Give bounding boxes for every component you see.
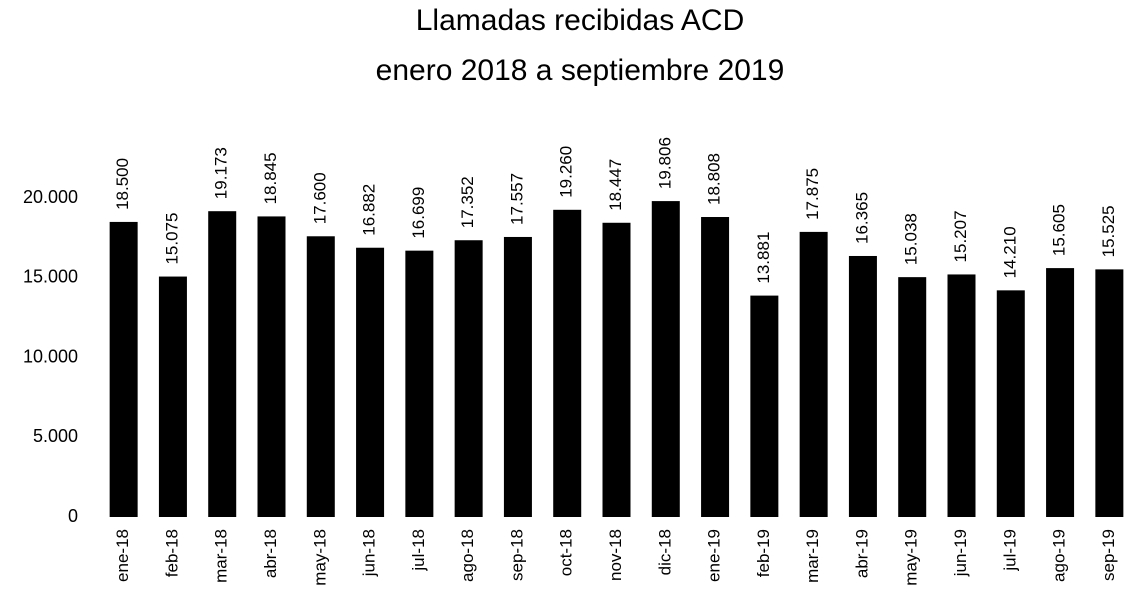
- bar: [701, 217, 730, 518]
- value-label: 15.605: [1050, 204, 1069, 256]
- value-label: 15.207: [951, 210, 970, 262]
- value-label: 17.875: [803, 168, 822, 220]
- bar: [158, 276, 187, 517]
- value-label: 14.210: [1000, 226, 1019, 278]
- value-label: 15.075: [162, 213, 181, 265]
- bar: [651, 201, 680, 517]
- x-tick-label: ene-18: [113, 529, 132, 582]
- value-label: 17.557: [507, 173, 526, 225]
- chart-title: Llamadas recibidas ACD: [416, 4, 745, 37]
- bar: [356, 247, 385, 517]
- x-tick-label: mar-19: [803, 529, 822, 583]
- x-tick-label: feb-19: [754, 529, 773, 577]
- bar: [898, 277, 927, 517]
- bar: [750, 295, 779, 517]
- x-tick-label: jun-18: [360, 529, 379, 577]
- x-tick-label: nov-18: [606, 529, 625, 581]
- x-tick-label: dic-18: [655, 529, 674, 575]
- bar: [799, 231, 828, 518]
- value-label: 17.352: [458, 176, 477, 228]
- x-tick-label: may-18: [310, 529, 329, 586]
- bar: [848, 255, 877, 517]
- value-label: 16.882: [360, 184, 379, 236]
- x-tick-label: mar-18: [212, 529, 231, 583]
- bar: [947, 274, 976, 517]
- value-label: 18.447: [606, 159, 625, 211]
- value-label: 19.260: [557, 146, 576, 198]
- bar: [553, 209, 582, 518]
- value-label: 16.365: [852, 192, 871, 244]
- x-tick-label: jul-18: [409, 529, 428, 572]
- bar: [454, 240, 483, 517]
- value-label: 19.806: [655, 137, 674, 189]
- value-label: 17.600: [310, 172, 329, 224]
- bar: [109, 221, 138, 518]
- bar: [996, 290, 1025, 517]
- y-tick-label: 0: [68, 506, 78, 526]
- value-label: 19.173: [212, 147, 231, 199]
- x-tick-label: oct-18: [557, 529, 576, 576]
- bar: [208, 211, 237, 517]
- value-label: 18.500: [113, 158, 132, 210]
- bar: [1046, 268, 1075, 517]
- x-tick-label: sep-18: [507, 529, 526, 581]
- chart-subtitle: enero 2018 a septiembre 2019: [376, 54, 785, 87]
- bar: [306, 236, 335, 517]
- bar: [503, 236, 532, 517]
- value-label: 13.881: [754, 232, 773, 284]
- y-tick-label: 5.000: [33, 426, 78, 446]
- x-tick-label: ene-19: [705, 529, 724, 582]
- value-label: 18.845: [261, 152, 280, 204]
- bar: [257, 216, 286, 518]
- value-label: 15.525: [1099, 205, 1118, 257]
- bar: [602, 222, 631, 517]
- x-tick-label: feb-18: [162, 529, 181, 577]
- bar: [1095, 269, 1124, 517]
- x-tick-label: jul-19: [1000, 529, 1019, 572]
- y-tick-label: 10.000: [23, 346, 78, 366]
- y-tick-label: 20.000: [23, 187, 78, 207]
- x-tick-label: abr-18: [261, 529, 280, 578]
- bar: [405, 250, 434, 518]
- x-tick-label: jun-19: [951, 529, 970, 577]
- y-tick-label: 15.000: [23, 267, 78, 287]
- x-tick-label: sep-19: [1099, 529, 1118, 581]
- value-label: 15.038: [902, 213, 921, 265]
- x-tick-label: ago-18: [458, 529, 477, 582]
- value-label: 18.808: [705, 153, 724, 205]
- x-tick-label: ago-19: [1050, 529, 1069, 582]
- x-tick-label: abr-19: [852, 529, 871, 578]
- value-label: 16.699: [409, 187, 428, 239]
- x-tick-label: may-19: [902, 529, 921, 586]
